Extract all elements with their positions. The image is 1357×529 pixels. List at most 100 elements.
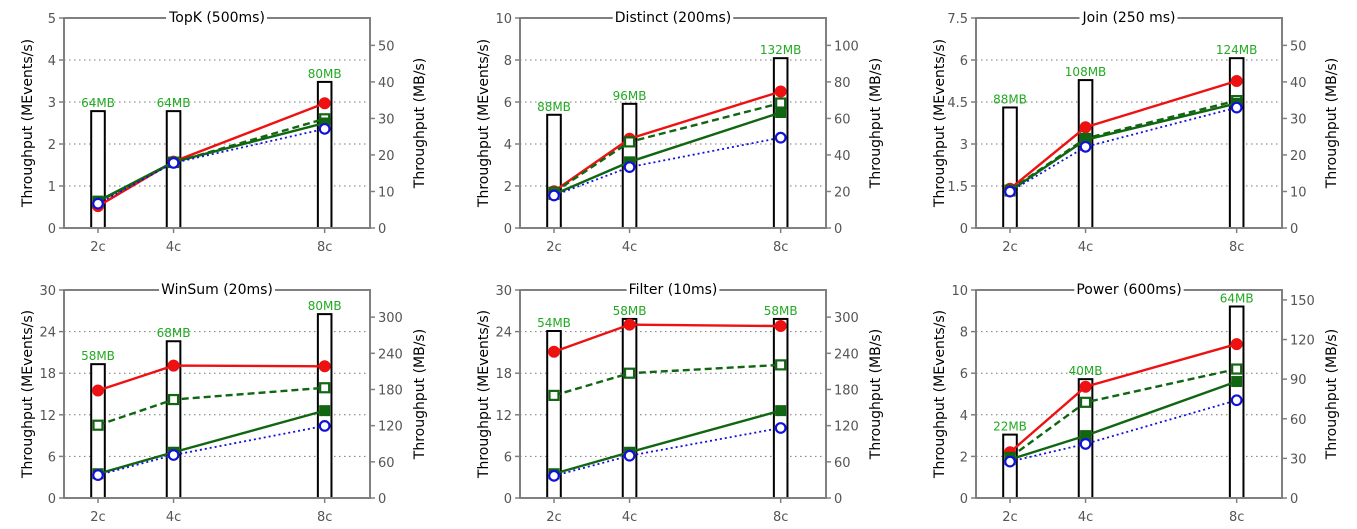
x-tick-label: 2c bbox=[90, 510, 105, 525]
y2-tick-label: 60 bbox=[834, 456, 851, 471]
y-axis-label: Throughput (MEvents/s) bbox=[20, 310, 36, 479]
y2-tick-label: 0 bbox=[834, 222, 842, 237]
data-point bbox=[92, 384, 104, 397]
y-tick-label: 18 bbox=[39, 367, 56, 382]
subplot-3: 88MB 108MB 124MB 0 1.5 3 4.5 6 7.5 0 10 20 30 40 50 2c 4… bbox=[932, 10, 1340, 255]
y-tick-label: 1 bbox=[48, 180, 56, 195]
y-tick-label: 30 bbox=[495, 284, 512, 299]
data-point bbox=[167, 359, 180, 372]
data-point bbox=[774, 85, 787, 98]
x-tick-label: 8c bbox=[1229, 240, 1244, 255]
y2-tick-label: 60 bbox=[378, 456, 395, 471]
y-tick-label: 12 bbox=[39, 409, 56, 424]
y2-tick-label: 30 bbox=[378, 112, 395, 127]
bar-label: 58MB bbox=[81, 349, 115, 363]
series-line bbox=[1009, 399, 1237, 463]
y2-tick-label: 120 bbox=[834, 420, 859, 435]
y2-tick-label: 40 bbox=[834, 149, 851, 164]
y2-tick-label: 80 bbox=[834, 76, 851, 91]
data-point bbox=[1230, 101, 1243, 114]
y-tick-label: 1.5 bbox=[947, 180, 968, 195]
bar-label: 58MB bbox=[764, 304, 798, 318]
y2-tick-label: 100 bbox=[834, 39, 859, 54]
bar-label: 124MB bbox=[1216, 43, 1258, 57]
x-tick-label: 4c bbox=[166, 510, 181, 525]
chart-title: Power (600ms) bbox=[1076, 282, 1181, 298]
bar-label: 68MB bbox=[157, 326, 191, 340]
series-line bbox=[553, 323, 781, 353]
x-tick-label: 8c bbox=[1229, 510, 1244, 525]
y-axis-label: Throughput (MEvents/s) bbox=[476, 39, 492, 208]
data-point bbox=[774, 422, 787, 434]
y2-axis-label: Throughput (MB/s) bbox=[868, 329, 884, 460]
y2-tick-label: 20 bbox=[1290, 149, 1307, 164]
y2-axis-label: Throughput (MB/s) bbox=[868, 58, 884, 189]
data-point bbox=[167, 449, 180, 461]
data-point bbox=[92, 469, 104, 482]
y-tick-label: 4 bbox=[48, 54, 56, 69]
y2-tick-label: 300 bbox=[834, 311, 859, 326]
series-line bbox=[1009, 106, 1237, 193]
bar-label: 108MB bbox=[1065, 65, 1107, 79]
y2-tick-label: 50 bbox=[378, 39, 395, 54]
data-point bbox=[623, 318, 636, 331]
title-background bbox=[166, 10, 267, 26]
x-tick-label: 2c bbox=[90, 240, 105, 255]
y-tick-label: 0 bbox=[504, 222, 512, 237]
y-tick-label: 6 bbox=[960, 367, 968, 382]
y-axis-label: Throughput (MEvents/s) bbox=[20, 39, 36, 208]
series-line bbox=[1009, 367, 1237, 459]
y2-tick-label: 120 bbox=[378, 420, 403, 435]
bar-label: 132MB bbox=[760, 43, 802, 57]
data-point bbox=[1231, 363, 1243, 375]
bar-label: 96MB bbox=[613, 89, 647, 103]
x-tick-label: 8c bbox=[317, 240, 332, 255]
data-point bbox=[167, 393, 180, 406]
x-tick-label: 4c bbox=[622, 240, 637, 255]
x-tick-label: 8c bbox=[317, 510, 332, 525]
data-point bbox=[623, 449, 636, 462]
y2-tick-label: 90 bbox=[1290, 373, 1307, 388]
y-tick-label: 3 bbox=[960, 138, 968, 153]
data-point bbox=[318, 122, 331, 135]
y2-tick-label: 0 bbox=[378, 492, 386, 507]
y-tick-label: 10 bbox=[495, 12, 512, 27]
y-tick-label: 2 bbox=[960, 450, 968, 465]
data-point bbox=[775, 405, 787, 417]
x-tick-label: 8c bbox=[773, 510, 788, 525]
y-tick-label: 12 bbox=[495, 409, 512, 424]
y-tick-label: 0 bbox=[48, 492, 56, 507]
title-background bbox=[626, 282, 720, 298]
bar-label: 54MB bbox=[537, 316, 571, 330]
y2-tick-label: 40 bbox=[378, 76, 395, 91]
data-point bbox=[775, 97, 787, 109]
y2-tick-label: 0 bbox=[378, 222, 386, 237]
title-background bbox=[612, 10, 734, 26]
bar-label: 58MB bbox=[613, 304, 647, 318]
series-line bbox=[553, 427, 781, 477]
data-point bbox=[1079, 438, 1092, 450]
bar-label: 80MB bbox=[308, 299, 342, 313]
data-point bbox=[1230, 394, 1243, 407]
series-line bbox=[1009, 342, 1237, 454]
y2-tick-label: 0 bbox=[834, 492, 842, 507]
y2-axis-label: Throughput (MB/s) bbox=[412, 58, 428, 189]
y-tick-label: 0 bbox=[504, 492, 512, 507]
y2-tick-label: 20 bbox=[834, 185, 851, 200]
data-point bbox=[548, 345, 560, 358]
y2-tick-label: 20 bbox=[378, 149, 395, 164]
chart-title: TopK (500ms) bbox=[168, 10, 265, 26]
data-point bbox=[319, 382, 331, 394]
y-tick-label: 6 bbox=[48, 450, 56, 465]
series-line bbox=[1009, 79, 1238, 190]
data-point bbox=[92, 419, 104, 431]
series-line bbox=[553, 409, 781, 475]
chart-title: Distinct (200ms) bbox=[615, 10, 731, 26]
bar bbox=[546, 113, 562, 229]
data-point bbox=[1231, 376, 1243, 388]
chart-title: Filter (10ms) bbox=[629, 282, 718, 298]
